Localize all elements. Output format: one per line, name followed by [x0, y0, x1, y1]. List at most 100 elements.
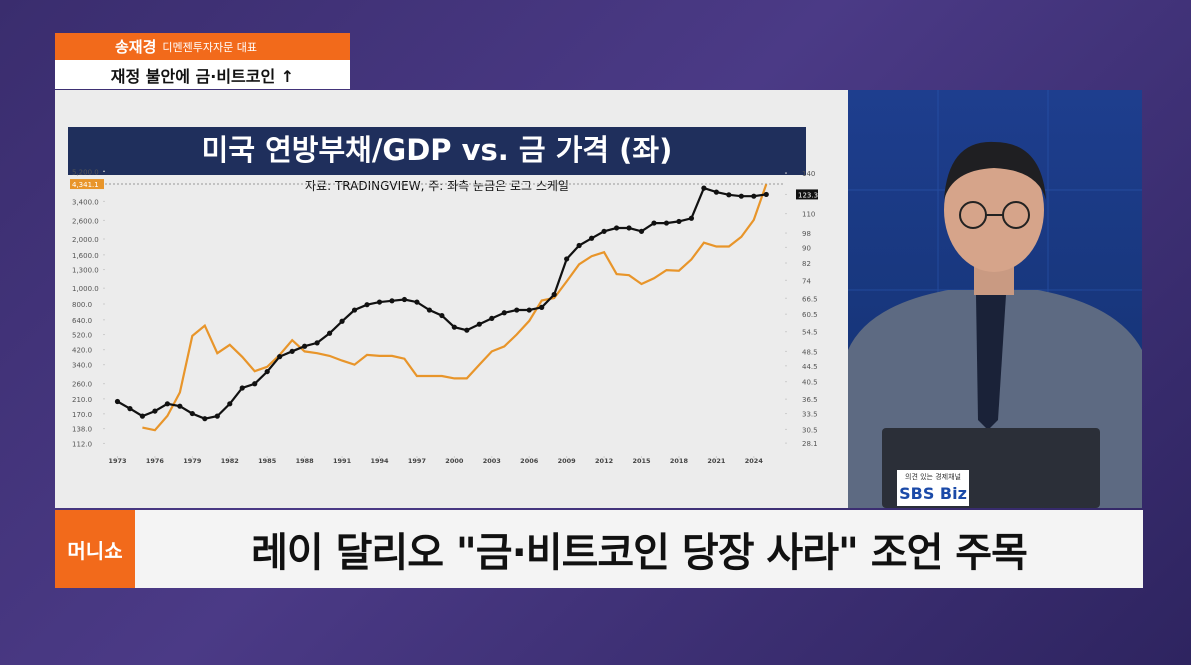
series-marker — [726, 192, 732, 198]
x-tick-label: 1991 — [333, 457, 352, 465]
y-tick-label: 420.0 — [72, 347, 92, 355]
series-marker — [514, 307, 520, 313]
series-marker — [177, 403, 183, 409]
series-marker — [688, 215, 695, 221]
series-marker — [139, 413, 146, 419]
y2-tick-label: 74 — [802, 277, 811, 285]
chart-title: 미국 연방부채/GDP vs. 금 가격 (좌) — [202, 133, 673, 167]
x-tick-label: 2024 — [745, 457, 764, 465]
y-tick-label: 3,400.0 — [72, 198, 99, 206]
series-marker — [426, 307, 433, 313]
series-marker — [202, 416, 208, 422]
y2-tick-label: 33.5 — [802, 411, 818, 419]
y-tick-label: 640.0 — [72, 317, 92, 325]
y2-tick-label: 48.5 — [802, 348, 818, 356]
y-tick-label: 800.0 — [72, 301, 92, 309]
series-marker — [214, 413, 220, 419]
y2-tick-label: 36.5 — [802, 396, 818, 404]
series-marker — [414, 299, 420, 305]
series-marker — [376, 299, 383, 305]
chart-subtitle: 자료: TRADINGVIEW, 주: 좌측 눈금은 로그 스케일 — [305, 179, 569, 193]
series-marker — [576, 242, 582, 249]
y-tick-label: 260.0 — [72, 381, 92, 389]
series-marker — [676, 218, 682, 225]
series-marker — [401, 296, 408, 303]
series-marker — [539, 304, 545, 310]
series-marker — [526, 307, 532, 313]
y-tick-label: 2,600.0 — [72, 217, 99, 225]
series-marker — [351, 307, 358, 313]
y2-tick-label: 28.1 — [802, 440, 818, 448]
series-marker — [326, 330, 333, 336]
series-marker — [114, 398, 121, 405]
series-marker — [389, 298, 395, 304]
show-logo: 머니쇼 — [55, 510, 135, 588]
series-marker — [601, 228, 607, 234]
y-tick-label: 112.0 — [72, 440, 92, 448]
x-tick-label: 2021 — [707, 457, 726, 465]
series-marker — [613, 225, 620, 231]
y-tick-label: 340.0 — [72, 362, 92, 370]
series-marker — [638, 228, 645, 234]
series-marker — [489, 315, 495, 321]
y2-tick-label: 90 — [802, 244, 811, 252]
speaker-affiliation: 디멘젠투자자문 대표 — [162, 40, 257, 54]
x-tick-label: 1976 — [146, 457, 165, 465]
x-tick-label: 2006 — [520, 457, 539, 465]
x-tick-label: 1985 — [258, 457, 277, 465]
series-marker — [127, 406, 133, 412]
x-tick-label: 2003 — [483, 457, 501, 465]
x-tick-label: 1997 — [408, 457, 426, 465]
x-tick-label: 2012 — [595, 457, 613, 465]
series-marker — [626, 225, 632, 231]
channel-tagline: 의견 있는 경제채널 — [905, 472, 961, 481]
series-marker — [751, 193, 757, 199]
series-marker — [189, 410, 195, 417]
y-tick-label: 4,341.1 — [72, 181, 99, 189]
y2-tick-label: 110 — [802, 211, 815, 219]
topic: 재정 불안에 금·비트코인 ↑ — [55, 60, 350, 89]
y2-tick-label: 60.5 — [802, 311, 818, 319]
speaker-name: 송재경 — [115, 38, 157, 56]
series-marker — [227, 401, 233, 407]
series-marker — [476, 321, 482, 327]
x-tick-label: 2009 — [558, 457, 577, 465]
tick-highlight — [70, 179, 104, 190]
x-tick-label: 1973 — [108, 457, 126, 465]
series-marker — [364, 302, 370, 308]
channel-name: SBS Biz — [899, 484, 967, 503]
y-tick-label: 138.0 — [72, 426, 92, 434]
y-tick-label: 2,000.0 — [72, 236, 99, 244]
series-marker — [564, 256, 570, 262]
y2-tick-label: 98 — [802, 230, 811, 238]
series-marker — [464, 327, 470, 333]
series-marker — [289, 348, 295, 354]
speaker-box: 송재경 디멘젠투자자문 대표 — [55, 33, 350, 60]
tick-highlight — [796, 189, 818, 200]
series-marker — [152, 408, 158, 414]
y2-tick-label: 140 — [802, 170, 815, 178]
headline: 레이 달리오 "금·비트코인 당장 사라" 조언 주목 — [251, 530, 1028, 576]
x-tick-label: 1994 — [370, 457, 389, 465]
y2-tick-label: 82 — [802, 260, 811, 268]
x-tick-label: 1988 — [296, 457, 315, 465]
series-marker — [239, 385, 245, 391]
y2-tick-label: 54.5 — [802, 329, 818, 337]
series-marker — [164, 401, 170, 407]
series-marker — [651, 220, 657, 226]
series-marker — [589, 235, 595, 241]
x-tick-label: 2018 — [670, 457, 689, 465]
y-tick-label: 520.0 — [72, 332, 92, 340]
title-bar — [68, 127, 806, 175]
series-marker — [663, 220, 670, 226]
x-tick-label: 1982 — [221, 457, 239, 465]
y2-tick-label: 30.5 — [802, 426, 818, 434]
series-marker — [763, 191, 769, 198]
studio-view — [848, 90, 1142, 508]
series-marker — [738, 193, 744, 199]
y2-tick-label: 40.5 — [802, 379, 818, 387]
y-tick-label: 5,200.0 — [72, 168, 99, 176]
series-marker — [701, 185, 707, 191]
y-tick-label: 1,300.0 — [72, 267, 99, 275]
